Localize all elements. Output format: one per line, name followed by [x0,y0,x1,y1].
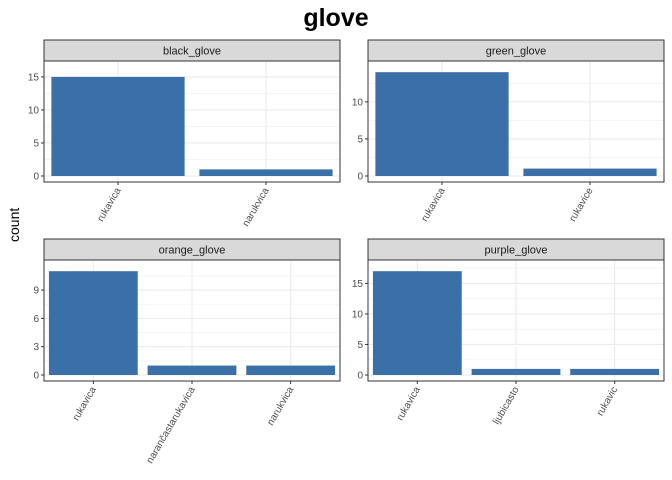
y-tick-label: 0 [357,371,363,382]
facet-strip-label: black_glove [163,46,221,58]
y-tick-label: 15 [352,279,364,290]
bar [199,169,333,176]
bar [471,368,561,375]
y-tick-label: 9 [33,286,39,297]
x-tick-label: narukvica [265,385,296,428]
x-tick-label: rukavic [595,385,620,418]
x-tick-label: rukavica [419,186,447,224]
bar [48,271,138,375]
x-tick-label: rukavica [395,385,423,423]
y-tick-label: 10 [28,105,40,116]
y-tick-label: 5 [357,340,363,351]
x-tick-label: rukavica [95,186,123,224]
x-tick-label: narukvica [241,186,272,229]
facet-strip-label: purple_glove [485,245,548,257]
bar [570,368,660,375]
y-tick-label: 5 [357,134,363,145]
y-tick-label: 15 [28,72,40,83]
panel-border [43,60,341,183]
bar [372,271,462,375]
x-tick-label: rukavica [71,385,99,423]
facet-strip-label: orange_glove [159,245,226,257]
panel-border [367,259,665,382]
y-tick-label: 10 [352,97,364,108]
panel-border [367,60,665,183]
bar [523,168,657,176]
facet-strip-label: green_glove [486,46,547,58]
y-tick-label: 0 [357,172,363,183]
y-tick-label: 10 [352,309,364,320]
bar [375,72,509,176]
y-tick-label: 0 [33,172,39,183]
y-tick-label: 3 [33,342,39,353]
panel-border [43,259,341,382]
x-tick-label: rukavice [567,186,595,224]
bar [246,365,336,375]
x-tick-label: narančastarukavica [145,385,198,466]
y-tick-label: 5 [33,138,39,149]
y-tick-label: 6 [33,314,39,325]
y-tick-label: 0 [33,371,39,382]
bar [147,365,237,375]
chart-title: glove [303,4,369,32]
bar [51,76,185,176]
x-tick-label: ljubicasto [491,385,522,427]
